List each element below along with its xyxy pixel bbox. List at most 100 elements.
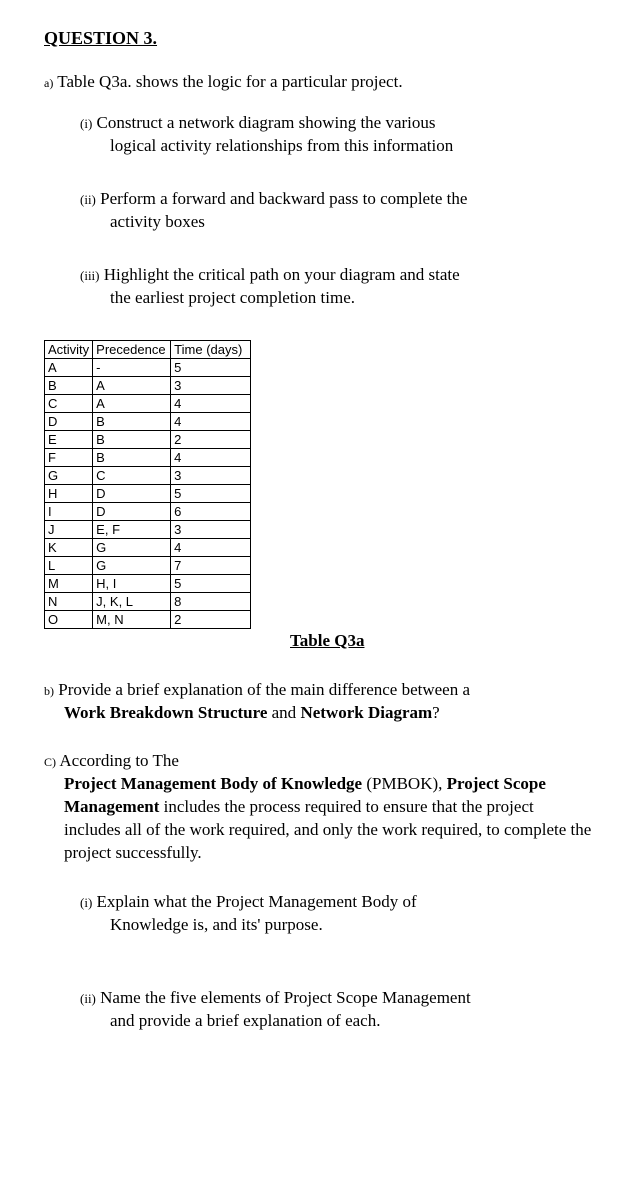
table-cell: F xyxy=(45,448,93,466)
table-cell: N xyxy=(45,592,93,610)
part-c-sub-i: (i) Explain what the Project Management … xyxy=(80,891,594,937)
table-cell: 5 xyxy=(171,484,251,502)
table-header-time: Time (days) xyxy=(171,340,251,358)
sub-iii-line2: the earliest project completion time. xyxy=(110,287,594,310)
table-cell: B xyxy=(93,412,171,430)
table-row: JE, F3 xyxy=(45,520,251,538)
table-cell: G xyxy=(45,466,93,484)
table-row: MH, I5 xyxy=(45,574,251,592)
sub-iii: (iii) Highlight the critical path on you… xyxy=(80,264,594,310)
part-b-label: b) xyxy=(44,684,54,698)
sub-ii: (ii) Perform a forward and backward pass… xyxy=(80,188,594,234)
table-cell: 2 xyxy=(171,610,251,628)
table-cell: H xyxy=(45,484,93,502)
table-row: EB2 xyxy=(45,430,251,448)
table-cell: 3 xyxy=(171,466,251,484)
part-b-body: Work Breakdown Structure and Network Dia… xyxy=(64,702,594,725)
table-row: LG7 xyxy=(45,556,251,574)
table-header-row: Activity Precedence Time (days) xyxy=(45,340,251,358)
table-cell: 2 xyxy=(171,430,251,448)
sub-ii-line1: Perform a forward and backward pass to c… xyxy=(100,189,467,208)
table-row: GC3 xyxy=(45,466,251,484)
table-header-activity: Activity xyxy=(45,340,93,358)
part-a: a) Table Q3a. shows the logic for a part… xyxy=(44,71,594,94)
part-c-ii-line1: Name the five elements of Project Scope … xyxy=(100,988,471,1007)
table-row: A-5 xyxy=(45,358,251,376)
table-cell: 4 xyxy=(171,394,251,412)
table-cell: K xyxy=(45,538,93,556)
table-cell: C xyxy=(45,394,93,412)
table-cell: 4 xyxy=(171,448,251,466)
part-c-bold1: Project Management Body of Knowledge xyxy=(64,774,362,793)
sub-iii-roman: (iii) xyxy=(80,268,100,283)
sub-i: (i) Construct a network diagram showing … xyxy=(80,112,594,158)
table-cell: D xyxy=(93,502,171,520)
table-row: BA3 xyxy=(45,376,251,394)
table-cell: B xyxy=(93,448,171,466)
document-page: QUESTION 3. a) Table Q3a. shows the logi… xyxy=(0,0,634,1083)
part-c-i-line1: Explain what the Project Management Body… xyxy=(97,892,417,911)
table-row: DB4 xyxy=(45,412,251,430)
sub-i-roman: (i) xyxy=(80,116,92,131)
table-cell: 5 xyxy=(171,358,251,376)
table-cell: H, I xyxy=(93,574,171,592)
table-cell: A xyxy=(93,394,171,412)
table-row: ID6 xyxy=(45,502,251,520)
part-c-sub-ii: (ii) Name the five elements of Project S… xyxy=(80,987,594,1033)
table-cell: 4 xyxy=(171,538,251,556)
table-cell: G xyxy=(93,556,171,574)
table-cell: 4 xyxy=(171,412,251,430)
part-c-i-roman: (i) xyxy=(80,895,92,910)
table-cell: M xyxy=(45,574,93,592)
table-cell: B xyxy=(93,430,171,448)
part-c-body: Project Management Body of Knowledge (PM… xyxy=(64,773,594,865)
part-c-ii-roman: (ii) xyxy=(80,991,96,1006)
part-c: C) According to The Project Management B… xyxy=(44,750,594,865)
table-cell: A xyxy=(93,376,171,394)
table-cell: 6 xyxy=(171,502,251,520)
table-cell: 8 xyxy=(171,592,251,610)
table-cell: 5 xyxy=(171,574,251,592)
table-row: KG4 xyxy=(45,538,251,556)
table-cell: M, N xyxy=(93,610,171,628)
part-b-mid: and xyxy=(267,703,300,722)
part-c-ii-line2: and provide a brief explanation of each. xyxy=(110,1010,594,1033)
table-cell: A xyxy=(45,358,93,376)
table-cell: D xyxy=(93,484,171,502)
sub-i-line1: Construct a network diagram showing the … xyxy=(97,113,436,132)
sub-ii-roman: (ii) xyxy=(80,192,96,207)
question-heading: QUESTION 3. xyxy=(44,28,594,49)
part-a-text: Table Q3a. shows the logic for a particu… xyxy=(57,72,402,91)
part-c-pre: According to The xyxy=(59,751,179,770)
table-cell: 3 xyxy=(171,520,251,538)
table-cell: E, F xyxy=(93,520,171,538)
activity-table: Activity Precedence Time (days) A-5BA3CA… xyxy=(44,340,251,629)
part-b: b) Provide a brief explanation of the ma… xyxy=(44,679,594,725)
sub-iii-line1: Highlight the critical path on your diag… xyxy=(104,265,460,284)
table-caption: Table Q3a xyxy=(290,631,594,651)
part-b-bold2: Network Diagram xyxy=(300,703,432,722)
table-cell: J xyxy=(45,520,93,538)
part-b-bold1: Work Breakdown Structure xyxy=(64,703,267,722)
table-row: FB4 xyxy=(45,448,251,466)
table-cell: - xyxy=(93,358,171,376)
table-cell: D xyxy=(45,412,93,430)
table-cell: L xyxy=(45,556,93,574)
table-cell: G xyxy=(93,538,171,556)
part-c-i-line2: Knowledge is, and its' purpose. xyxy=(110,914,594,937)
table-row: OM, N2 xyxy=(45,610,251,628)
part-c-label: C) xyxy=(44,755,56,769)
table-row: NJ, K, L8 xyxy=(45,592,251,610)
table-body: A-5BA3CA4DB4EB2FB4GC3HD5ID6JE, F3KG4LG7M… xyxy=(45,358,251,628)
table-cell: J, K, L xyxy=(93,592,171,610)
table-row: CA4 xyxy=(45,394,251,412)
table-cell: B xyxy=(45,376,93,394)
part-b-post: ? xyxy=(432,703,440,722)
table-cell: 7 xyxy=(171,556,251,574)
part-b-pre: Provide a brief explanation of the main … xyxy=(58,680,470,699)
table-row: HD5 xyxy=(45,484,251,502)
table-cell: E xyxy=(45,430,93,448)
part-a-label: a) xyxy=(44,76,53,90)
sub-i-line2: logical activity relationships from this… xyxy=(110,135,594,158)
sub-ii-line2: activity boxes xyxy=(110,211,594,234)
